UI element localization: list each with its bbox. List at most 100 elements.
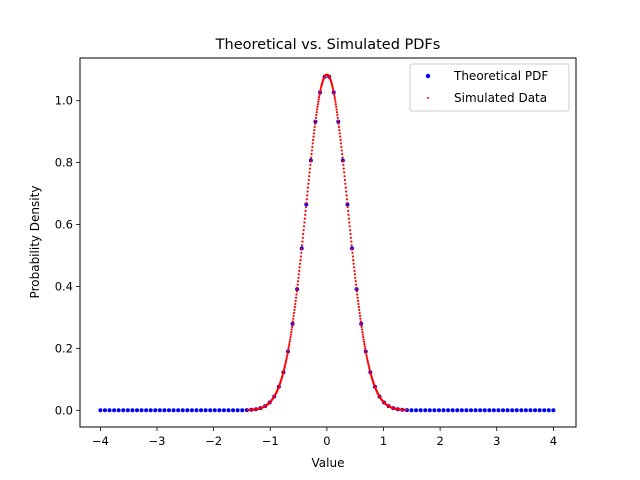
simulated-data-point [312, 132, 316, 135]
simulated-data-point [360, 325, 363, 328]
simulated-data-point [347, 213, 350, 216]
simulated-data-point [303, 221, 306, 224]
theoretical-pdf-point [496, 408, 501, 413]
simulated-data-point [300, 247, 303, 251]
simulated-data-point [342, 167, 345, 170]
y-axis-label: Probability Density [28, 186, 42, 299]
simulated-data-point [304, 205, 308, 209]
simulated-data-point [296, 286, 299, 290]
x-tick-label: −1 [262, 434, 279, 448]
simulated-data-point [296, 283, 299, 286]
simulated-data-point [292, 314, 295, 317]
simulated-data-point [340, 145, 343, 149]
theoretical-pdf-point [208, 408, 213, 413]
simulated-data-point [314, 119, 317, 122]
plot-area [79, 57, 577, 428]
simulated-data-point [348, 225, 351, 228]
simulated-data-point [356, 299, 360, 302]
simulated-data-point [341, 160, 345, 163]
simulated-data-point [312, 135, 315, 138]
simulated-data-point [357, 305, 360, 309]
simulated-data-point [288, 343, 291, 346]
simulated-data-point [333, 93, 336, 97]
theoretical-pdf-point [414, 408, 419, 413]
theoretical-pdf-point [446, 408, 451, 413]
theoretical-pdf-point [217, 408, 222, 413]
theoretical-pdf-point [409, 408, 414, 413]
simulated-data-point [350, 247, 354, 251]
simulated-data-point [285, 359, 288, 362]
simulated-data-point [341, 156, 344, 159]
simulated-data-point [367, 363, 370, 366]
simulated-data-point [358, 314, 362, 317]
theoretical-pdf-point [519, 408, 524, 413]
simulated-data-point [294, 302, 297, 306]
simulated-data-point [310, 152, 313, 156]
theoretical-pdf-point [185, 408, 190, 413]
simulated-data-point [354, 283, 358, 286]
simulated-data-point [305, 198, 308, 201]
y-tick-label: 0.4 [55, 279, 73, 293]
simulated-data-point [344, 182, 347, 185]
simulated-data-point [364, 347, 367, 350]
y-tick-label: 0.6 [55, 218, 73, 232]
simulated-data-point [349, 232, 352, 236]
x-tick-label: 3 [493, 434, 500, 448]
simulated-data-point [357, 302, 360, 306]
simulated-data-point [336, 116, 339, 119]
simulated-data-point [364, 351, 368, 354]
theoretical-pdf-point [501, 408, 506, 413]
theoretical-pdf-point [116, 408, 121, 413]
simulated-data-point [289, 333, 293, 336]
simulated-data-point [317, 100, 320, 103]
simulated-data-point [346, 202, 349, 205]
simulated-data-point [361, 333, 364, 336]
simulated-data-point [298, 266, 301, 269]
theoretical-pdf-point [482, 408, 487, 413]
simulated-data-point [365, 355, 368, 358]
theoretical-pdf-point [157, 408, 162, 413]
simulated-data-point [333, 96, 336, 99]
theoretical-pdf-point [167, 408, 172, 413]
theoretical-pdf-point [171, 408, 176, 413]
simulated-data-point [334, 100, 337, 103]
simulated-data-point [287, 345, 291, 348]
theoretical-pdf-point [107, 408, 112, 413]
simulated-data-point [313, 125, 316, 129]
simulated-data-point [335, 108, 338, 111]
plot-frame [79, 57, 577, 428]
theoretical-pdf-point [542, 408, 547, 413]
simulated-data-point [318, 91, 322, 94]
simulated-data-point [334, 103, 337, 106]
y-tick-label: 0.0 [55, 403, 73, 417]
simulated-data-point [338, 132, 341, 135]
theoretical-pdf-point [125, 408, 130, 413]
simulated-data-point [363, 343, 366, 346]
x-tick-label: 4 [550, 434, 557, 448]
theoretical-pdf-series [98, 74, 556, 413]
simulated-data-point [294, 299, 297, 302]
simulated-data-point [358, 308, 361, 312]
simulated-data-point [337, 125, 341, 129]
theoretical-pdf-point [459, 408, 464, 413]
theoretical-pdf-point [436, 408, 441, 413]
simulated-data-point [332, 89, 335, 93]
simulated-data-point [283, 364, 287, 368]
simulated-data-point [290, 330, 293, 334]
simulated-data-point [340, 149, 343, 152]
simulated-data-point [352, 262, 355, 265]
simulated-data-point [341, 152, 344, 156]
theoretical-pdf-point [505, 408, 510, 413]
theoretical-pdf-point [121, 408, 126, 413]
simulated-data-point [310, 149, 314, 152]
simulated-data-point [299, 255, 302, 258]
simulated-data-point [360, 328, 364, 331]
simulated-data-point [347, 217, 351, 220]
simulated-data-point [355, 290, 358, 293]
simulated-data-point [306, 186, 310, 189]
simulated-data-point [353, 273, 356, 276]
simulated-data-point [338, 129, 341, 132]
simulated-data-point [337, 119, 340, 122]
simulated-data-point [316, 105, 319, 108]
